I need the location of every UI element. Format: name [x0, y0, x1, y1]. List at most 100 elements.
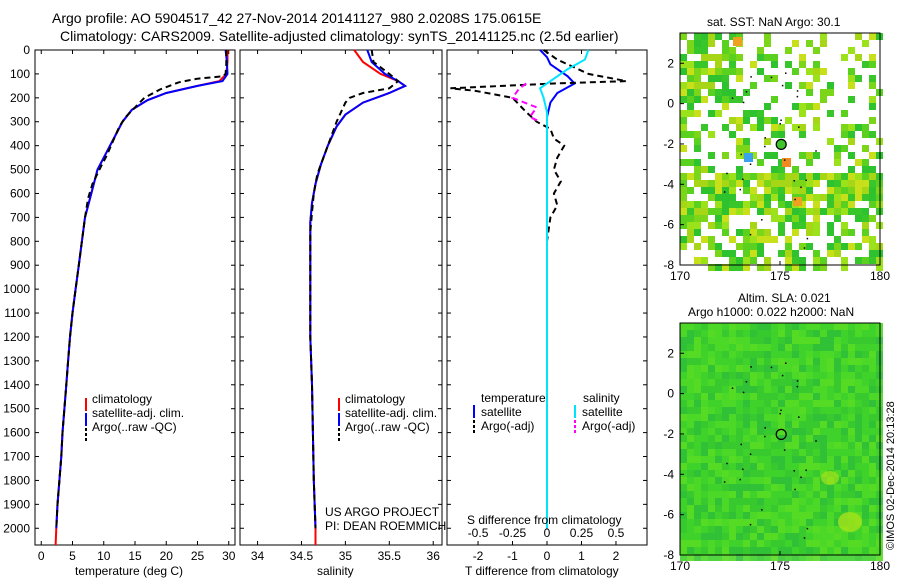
sst-cell [694, 180, 701, 187]
sla-cell [715, 358, 722, 365]
sst-cell [855, 159, 862, 166]
sla-cell [729, 372, 736, 379]
sst-cell [799, 194, 806, 201]
sst-cell [708, 166, 715, 173]
sst-cell [848, 131, 855, 138]
sla-cell [701, 456, 708, 463]
sst-cell [806, 68, 813, 75]
sla-cell [792, 449, 799, 456]
sla-cell [729, 386, 736, 393]
sst-cell [862, 215, 869, 222]
sla-cell [778, 428, 785, 435]
sla-cell [806, 435, 813, 442]
sst-cell [855, 243, 862, 250]
sla-cell [708, 470, 715, 477]
sla-cell [708, 372, 715, 379]
sst-cell [722, 152, 729, 159]
sla-cell [764, 414, 771, 421]
sla-cell [855, 463, 862, 470]
sst-cell [694, 201, 701, 208]
sla-cell [869, 435, 876, 442]
sla-cell [764, 351, 771, 358]
sst-cell [764, 236, 771, 243]
legend-label-climatology: climatology [345, 392, 405, 406]
sla-cell [764, 330, 771, 337]
sla-cell [841, 323, 848, 330]
island-dot [764, 427, 766, 429]
sst-cell [687, 89, 694, 96]
sst-cell [785, 61, 792, 68]
sla-cell [757, 491, 764, 498]
sla-cell [799, 386, 806, 393]
map-y-tick-label: 0 [667, 387, 674, 401]
sla-cell [687, 358, 694, 365]
sla-cell [750, 386, 757, 393]
sla-cell [701, 519, 708, 526]
sla-map-title-1: Altim. SLA: 0.021 [738, 291, 831, 305]
sst-cell [694, 257, 701, 264]
x-tick-label: 0 [38, 549, 45, 563]
sst-cell [722, 89, 729, 96]
sla-cell [869, 442, 876, 449]
sla-cell [806, 386, 813, 393]
sst-cell [757, 180, 764, 187]
sla-cell [743, 372, 750, 379]
sst-cell [680, 33, 687, 40]
sla-cell [764, 337, 771, 344]
project-pi: PI: DEAN ROEMMICH [325, 519, 446, 533]
sst-cell [715, 208, 722, 215]
sst-cell [701, 187, 708, 194]
sla-cell [834, 330, 841, 337]
sla-cell [736, 407, 743, 414]
sla-cell [848, 554, 855, 561]
sla-cell [701, 477, 708, 484]
sst-cell [827, 250, 834, 257]
sst-cell [694, 96, 701, 103]
sst-cell [764, 54, 771, 61]
depth-tick-label: 1300 [3, 354, 30, 368]
sla-cell [764, 358, 771, 365]
sst-cell [862, 61, 869, 68]
sla-cell [820, 400, 827, 407]
sst-cell [687, 187, 694, 194]
sst-cell [841, 145, 848, 152]
sla-cell [764, 519, 771, 526]
sst-cell [743, 110, 750, 117]
sst-cell [834, 180, 841, 187]
sst-cell [862, 131, 869, 138]
sla-cell [792, 463, 799, 470]
sla-cell [687, 498, 694, 505]
sla-cell [799, 470, 806, 477]
sst-cell [722, 194, 729, 201]
sla-cell [778, 351, 785, 358]
depth-tick-label: 1900 [3, 497, 30, 511]
sla-cell [771, 407, 778, 414]
sst-cell [764, 194, 771, 201]
sla-cell [820, 533, 827, 540]
sla-cell [834, 491, 841, 498]
sla-cell [750, 379, 757, 386]
sla-cell [736, 414, 743, 421]
sst-cell [813, 47, 820, 54]
island-dot [779, 412, 781, 415]
sla-cell [820, 379, 827, 386]
sla-cell [778, 533, 785, 540]
sla-cell [743, 526, 750, 533]
sla-cell [722, 365, 729, 372]
sla-cell [771, 442, 778, 449]
sst-cell [750, 124, 757, 131]
sla-cell [841, 365, 848, 372]
sla-cell [785, 498, 792, 505]
sla-cell [722, 477, 729, 484]
sst-cell [813, 208, 820, 215]
sst-cell [806, 194, 813, 201]
sla-cell [680, 435, 687, 442]
sla-cell [680, 456, 687, 463]
sla-cell [694, 330, 701, 337]
sla-cell [806, 498, 813, 505]
sst-cell [736, 243, 743, 250]
sla-cell [750, 484, 757, 491]
sla-cell [778, 498, 785, 505]
sla-cell [834, 505, 841, 512]
